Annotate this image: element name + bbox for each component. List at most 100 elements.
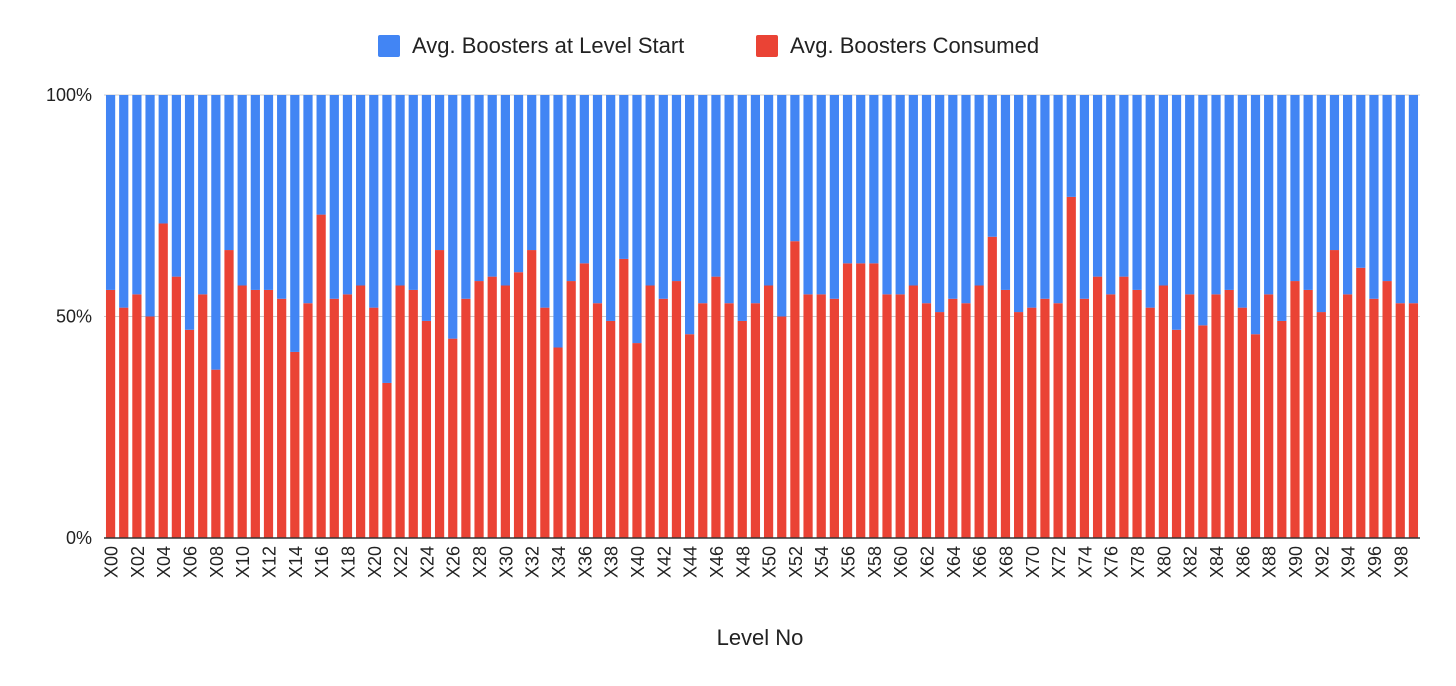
bar-start-X46 [711,95,721,277]
x-tick-label: X42 [654,546,674,578]
bar-start-X62 [921,95,932,304]
bar-consumed-X41 [645,285,655,538]
bar-consumed-X13 [277,298,287,538]
bar-consumed-X45 [698,303,708,538]
x-tick-label: X24 [417,546,437,578]
x-tick-label: X76 [1102,546,1122,578]
x-tick-label: X74 [1075,546,1095,578]
bar-consumed-X81 [1171,329,1182,538]
bar-start-X74 [1079,95,1090,299]
bar-consumed-X21 [382,382,392,538]
bar-consumed-X61 [908,285,918,538]
bar-consumed-X08 [211,369,221,538]
legend-swatch-consumed [756,35,778,57]
bar-consumed-X48 [737,320,747,538]
x-tick-label: X72 [1049,546,1069,578]
bar-start-X00 [105,95,116,290]
x-tick-label: X16 [312,546,332,578]
y-axis-tick-labels: 0% 50% 100% [46,85,92,548]
x-tick-label: X08 [207,546,227,578]
x-tick-label: X60 [891,546,911,578]
bar-start-X31 [513,95,524,273]
bar-consumed-X57 [856,263,866,538]
bar-start-X80 [1158,95,1168,286]
bar-consumed-X20 [369,307,379,538]
bar-start-X95 [1356,95,1366,268]
bar-start-X70 [1027,95,1037,308]
bar-consumed-X49 [750,303,761,538]
bar-start-X01 [119,95,129,308]
x-tick-label: X94 [1339,546,1359,578]
bar-start-X60 [895,95,905,295]
bar-consumed-X76 [1106,294,1116,538]
bar-start-X39 [619,95,629,259]
bar-consumed-X44 [685,334,695,538]
bar-consumed-X27 [461,298,471,538]
bar-start-X42 [658,95,668,299]
bar-consumed-X79 [1145,307,1155,538]
x-tick-label: X78 [1128,546,1148,578]
x-tick-label: X20 [365,546,385,578]
x-tick-label: X06 [181,546,201,578]
bar-consumed-X93 [1329,250,1340,539]
bar-start-X11 [250,95,260,290]
bar-consumed-X18 [342,294,353,538]
bar-start-X14 [290,95,300,352]
bar-consumed-X90 [1290,281,1300,538]
bar-start-X97 [1382,95,1392,282]
bar-consumed-X38 [606,320,616,538]
bar-consumed-X60 [895,294,905,538]
bar-start-X35 [566,95,576,282]
bar-start-X81 [1171,95,1182,330]
y-tick-label: 50% [56,307,92,327]
bar-start-X08 [211,95,221,370]
bar-consumed-X03 [145,316,155,538]
bar-start-X24 [421,95,432,321]
x-tick-label: X10 [233,546,253,578]
bar-consumed-X98 [1395,303,1405,538]
bar-consumed-X55 [829,298,839,538]
bar-start-X44 [685,95,695,335]
bar-consumed-X77 [1119,276,1129,538]
legend-label-consumed: Avg. Boosters Consumed [790,33,1039,58]
x-tick-label: X02 [128,546,148,578]
bar-start-X89 [1277,95,1287,321]
bar-start-X16 [316,95,326,215]
x-tick-label: X82 [1181,546,1201,578]
x-tick-label: X80 [1154,546,1174,578]
bar-start-X99 [1408,95,1419,304]
bar-start-X21 [382,95,392,383]
bar-consumed-X11 [250,289,260,538]
bar-consumed-X17 [329,298,339,538]
bar-start-X93 [1329,95,1340,251]
bar-start-X07 [198,95,208,295]
bar-start-X30 [500,95,510,286]
bar-start-X19 [356,95,366,286]
bar-consumed-X68 [1000,289,1011,538]
bar-start-X47 [724,95,734,304]
bar-consumed-X24 [421,320,432,538]
bar-start-X40 [632,95,642,344]
bar-start-X58 [869,95,879,264]
bar-start-X72 [1053,95,1063,304]
bar-consumed-X83 [1198,325,1208,538]
bar-start-X64 [948,95,958,299]
bar-consumed-X85 [1224,289,1234,538]
bar-start-X94 [1343,95,1353,295]
bar-start-X51 [777,95,787,317]
bar-start-X18 [342,95,353,295]
x-tick-label: X90 [1286,546,1306,578]
bar-consumed-X23 [408,289,418,538]
x-tick-label: X54 [812,546,832,578]
bar-consumed-X00 [105,289,116,538]
x-tick-label: X64 [944,546,964,578]
bar-consumed-X63 [935,312,945,538]
bar-consumed-X70 [1027,307,1037,538]
bar-consumed-X54 [816,294,826,538]
bar-consumed-X78 [1132,289,1142,538]
bar-start-X50 [763,95,774,286]
bar-start-X85 [1224,95,1234,290]
bar-start-X20 [369,95,379,308]
bar-start-X34 [553,95,563,348]
